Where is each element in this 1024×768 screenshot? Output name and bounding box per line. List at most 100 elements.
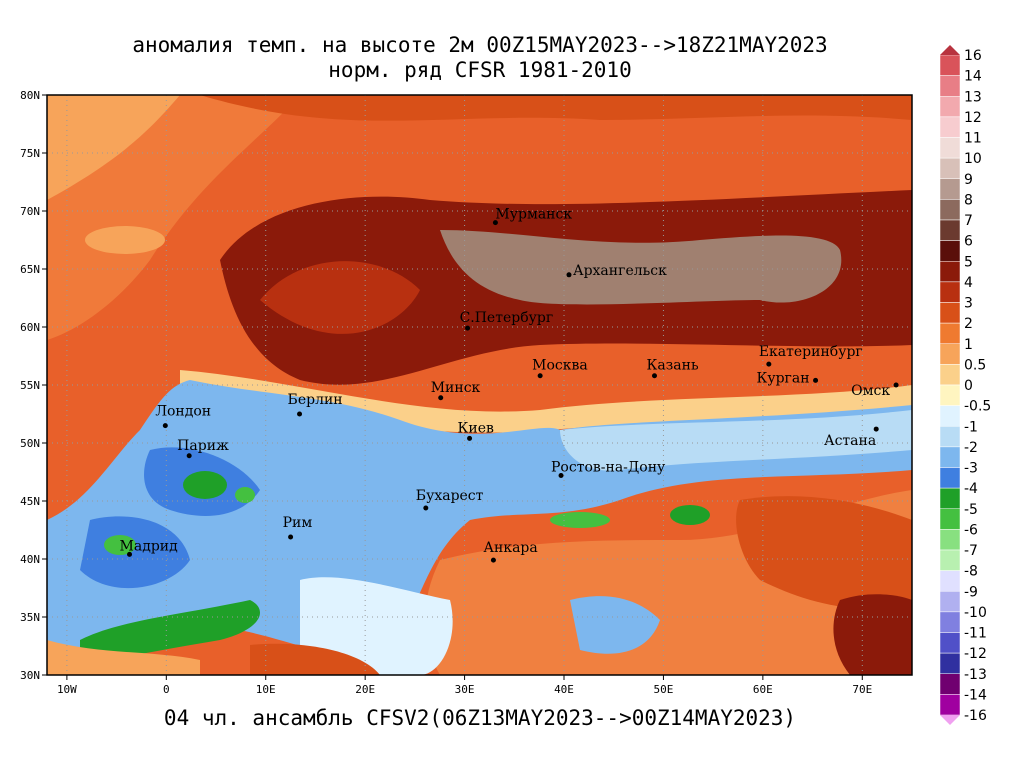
city-dot (127, 551, 133, 557)
colorbar-box (939, 529, 961, 551)
city-label: Минск (431, 380, 481, 396)
city-dot (893, 382, 899, 388)
city-dot (288, 534, 294, 540)
colorbar-box (939, 508, 961, 530)
colorbar-box (939, 570, 961, 592)
colorbar-under (940, 715, 960, 725)
y-tick-label: 60N (20, 321, 40, 334)
city-dot (537, 373, 543, 379)
colorbar-box (939, 467, 961, 489)
city-label: Лондон (155, 404, 211, 420)
colorbar-label: -4 (964, 481, 978, 497)
city-dot (162, 423, 168, 429)
colorbar-box (939, 302, 961, 324)
city-dot (490, 557, 496, 563)
colorbar-box (939, 219, 961, 241)
colorbar-label: 5 (964, 254, 973, 270)
colorbar-label: -14 (964, 687, 987, 703)
city-label: Курган (757, 370, 810, 386)
colorbar-label: -16 (964, 708, 987, 724)
x-tick-label: 20E (355, 683, 375, 696)
x-tick-label: 40E (554, 683, 574, 696)
y-tick-label: 75N (20, 147, 40, 160)
colorbar-box (939, 446, 961, 468)
subtitle: норм. ряд CFSR 1981-2010 (328, 58, 631, 82)
city-label: С.Петербург (460, 310, 554, 326)
colorbar-label: -11 (964, 626, 987, 642)
colorbar-label: -7 (964, 543, 978, 559)
city-label: Мурманск (495, 207, 572, 223)
colorbar-label: -12 (964, 646, 987, 662)
city-dot (492, 220, 498, 226)
city-label: Париж (177, 438, 229, 454)
colorbar-box (939, 157, 961, 179)
colorbar-label: 0 (964, 378, 973, 394)
colorbar-box (939, 178, 961, 200)
colorbar-label: -1 (964, 419, 978, 435)
city-dot (423, 505, 429, 511)
colorbar-label: 14 (964, 69, 982, 85)
y-tick-label: 55N (20, 379, 40, 392)
colorbar-label: 9 (964, 172, 973, 188)
colorbar-box (939, 652, 961, 674)
x-tick-label: 60E (753, 683, 773, 696)
city-dot (566, 272, 572, 278)
colorbar-label: -8 (964, 564, 978, 580)
colorbar-label: -10 (964, 605, 987, 621)
city-dot (438, 395, 444, 401)
colorbar-label: 4 (964, 275, 973, 291)
x-tick-label: 70E (852, 683, 872, 696)
title: аномалия темп. на высоте 2м 00Z15MAY2023… (132, 33, 827, 57)
city-dot (651, 373, 657, 379)
city-label: Омск (851, 383, 890, 399)
x-tick-label: 0 (163, 683, 170, 696)
city-label: Казань (646, 358, 698, 374)
colorbar-box (939, 281, 961, 303)
colorbar-label: -9 (964, 584, 978, 600)
colorbar-box (939, 549, 961, 571)
colorbar-label: 0.5 (964, 357, 986, 373)
colorbar-box (939, 632, 961, 654)
city-label: Киев (458, 420, 494, 436)
y-tick-label: 50N (20, 437, 40, 450)
city-dot (186, 453, 192, 459)
colorbar-label: 2 (964, 316, 973, 332)
city-label: Астана (824, 433, 876, 449)
colorbar-box (939, 96, 961, 118)
colorbar-label: -13 (964, 667, 987, 683)
colorbar-label: 7 (964, 213, 973, 229)
colorbar-label: 8 (964, 192, 973, 208)
city-dot (873, 426, 879, 432)
colorbar-label: -0.5 (964, 399, 991, 415)
colorbar-label: 6 (964, 234, 973, 250)
y-tick-label: 65N (20, 263, 40, 276)
caption: 04 чл. ансамбль CFSV2(06Z13MAY2023-->00Z… (164, 706, 796, 730)
city-label: Ростов-на-Дону (551, 459, 666, 475)
colorbar-box (939, 426, 961, 448)
y-tick-label: 30N (20, 669, 40, 682)
colorbar-label: 13 (964, 89, 982, 105)
colorbar-box (939, 199, 961, 221)
colorbar-box (939, 673, 961, 695)
colorbar-label: 10 (964, 151, 982, 167)
colorbar: 16 14 13 12 11 10 9 8 7 6 5 4 3 2 1 0.5 0 -0.5 -1 -2 -3 -4 -5 -… (939, 45, 991, 725)
colorbar-label: -2 (964, 440, 978, 456)
map-frame (46, 94, 913, 676)
city-label: Мадрид (120, 538, 179, 554)
colorbar-label: -6 (964, 522, 978, 538)
city-dot (766, 361, 772, 367)
grid: 10W 0 10E 20E 30E 40E 50E 60E 70E 30N 35N 40N 45N 50N… (20, 89, 912, 696)
city-label: Екатеринбург (759, 344, 863, 360)
colorbar-box (939, 54, 961, 76)
colorbar-box (939, 240, 961, 262)
colorbar-box (939, 591, 961, 613)
colorbar-label: 3 (964, 296, 973, 312)
colorbar-over (940, 45, 960, 55)
city-label: Москва (532, 358, 588, 374)
y-tick-label: 70N (20, 205, 40, 218)
city-dot (297, 411, 303, 417)
colorbar-box (939, 487, 961, 509)
colorbar-label: -3 (964, 461, 978, 477)
colorbar-box (939, 364, 961, 386)
colorbar-box (939, 261, 961, 283)
